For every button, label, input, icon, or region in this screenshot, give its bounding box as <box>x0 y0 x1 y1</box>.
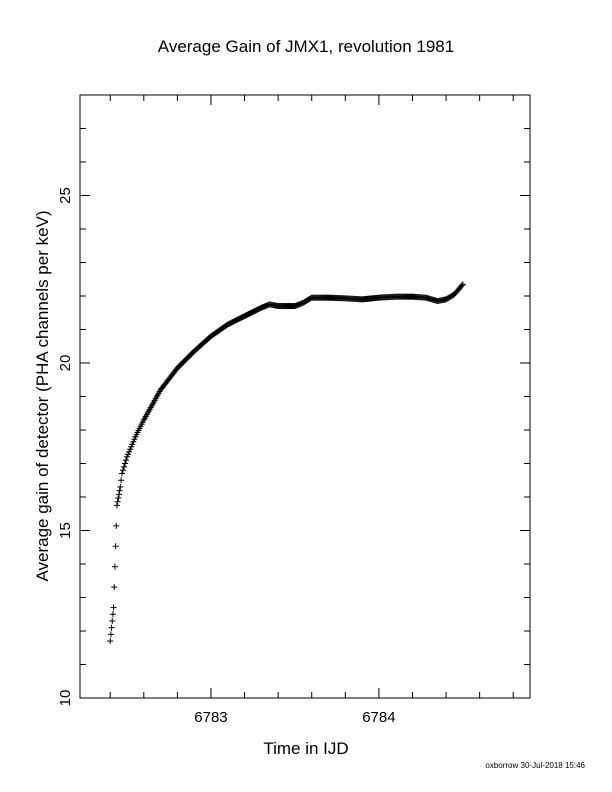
data-point <box>112 564 118 570</box>
data-point <box>121 464 127 470</box>
data-point <box>111 584 117 590</box>
data-points <box>107 281 466 644</box>
data-point <box>114 502 120 508</box>
y-tick-label: 15 <box>57 522 74 539</box>
chart-title: Average Gain of JMX1, revolution 1981 <box>158 37 454 56</box>
data-point <box>108 631 114 637</box>
data-point <box>122 461 128 467</box>
y-tick-label: 20 <box>57 355 74 372</box>
data-point <box>123 457 129 463</box>
data-point <box>118 477 124 483</box>
data-point <box>116 491 122 497</box>
data-point <box>115 499 121 505</box>
data-point <box>107 638 113 644</box>
data-point <box>115 495 121 501</box>
data-point <box>109 625 115 631</box>
tick-labels: 6783 6784 10 15 20 25 <box>57 187 396 726</box>
x-tick-label: 6783 <box>194 709 227 726</box>
x-axis-label: Time in IJD <box>263 739 348 758</box>
data-point <box>120 467 126 473</box>
y-axis-label: Average gain of detector (PHA channels p… <box>33 210 52 581</box>
plot-frame <box>80 95 530 698</box>
y-tick-label: 10 <box>57 690 74 707</box>
data-point <box>109 618 115 624</box>
data-point <box>117 488 123 494</box>
data-point <box>119 471 125 477</box>
data-point <box>117 484 123 490</box>
y-tick-label: 25 <box>57 187 74 204</box>
data-point <box>113 543 119 549</box>
axis-ticks <box>80 95 530 698</box>
data-point <box>110 611 116 617</box>
footer-credit: oxborrow 30-Jul-2018 15:46 <box>485 761 585 770</box>
data-point <box>113 523 119 529</box>
x-tick-label: 6784 <box>362 709 395 726</box>
data-point <box>111 605 117 611</box>
